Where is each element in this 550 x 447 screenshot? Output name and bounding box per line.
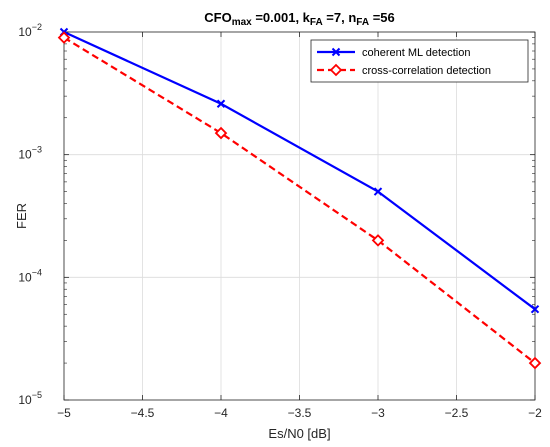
legend-marker-cross-correlation [329, 63, 343, 77]
series-1-marker [57, 31, 71, 44]
legend-label-cross-correlation: cross-correlation detection [362, 65, 491, 77]
series-1-marker [214, 126, 228, 140]
plot-frame [63, 31, 536, 401]
series-group [57, 27, 542, 370]
legend-box [310, 39, 529, 83]
y-tick-label: 10−2 [18, 22, 42, 39]
series-line-1 [63, 36, 536, 364]
legend-marker-shape [331, 47, 341, 57]
series-1-marker [371, 234, 385, 247]
y-tick-label: 10−3 [18, 145, 42, 162]
x-tick-label: −2.5 [445, 406, 469, 420]
legend-marker-shape [329, 63, 343, 77]
series-line-0 [63, 30, 536, 311]
chart-title: CFOmax =0.001, kFA =7, nFA =56 [204, 10, 395, 28]
x-tick-label: −4.5 [131, 406, 155, 420]
x-tick-label: −2 [528, 406, 542, 420]
title-part: max [232, 17, 252, 28]
title-part: FA [356, 17, 369, 28]
x-axis-label: Es/N0 [dB] [268, 426, 330, 441]
legend-marker-coherent-ml [331, 47, 341, 57]
series-0-marker [530, 304, 540, 314]
title-part: =7, n [323, 10, 357, 25]
x-tick-label: −5 [57, 406, 71, 420]
x-tick-label: −3 [371, 406, 385, 420]
y-tick-label: 10−4 [18, 267, 42, 284]
title-part: FA [310, 17, 323, 28]
title-part: =56 [369, 10, 395, 25]
legend: coherent ML detection cross-correlation … [310, 39, 529, 83]
x-tick-label: −4 [214, 406, 228, 420]
series-0-marker [216, 99, 226, 108]
x-axis-ticks: −5 −4.5 −4 −3.5 −3 −2.5 −2 [57, 32, 542, 420]
legend-label-coherent-ml: coherent ML detection [362, 47, 470, 59]
y-axis-label: FER [14, 203, 29, 229]
title-part: =0.001, k [252, 10, 311, 25]
series-1-marker [528, 356, 542, 370]
y-tick-label: 10−5 [18, 390, 42, 407]
series-0-marker [373, 187, 383, 196]
x-tick-label: −3.5 [288, 406, 312, 420]
title-part: CFO [204, 10, 231, 25]
